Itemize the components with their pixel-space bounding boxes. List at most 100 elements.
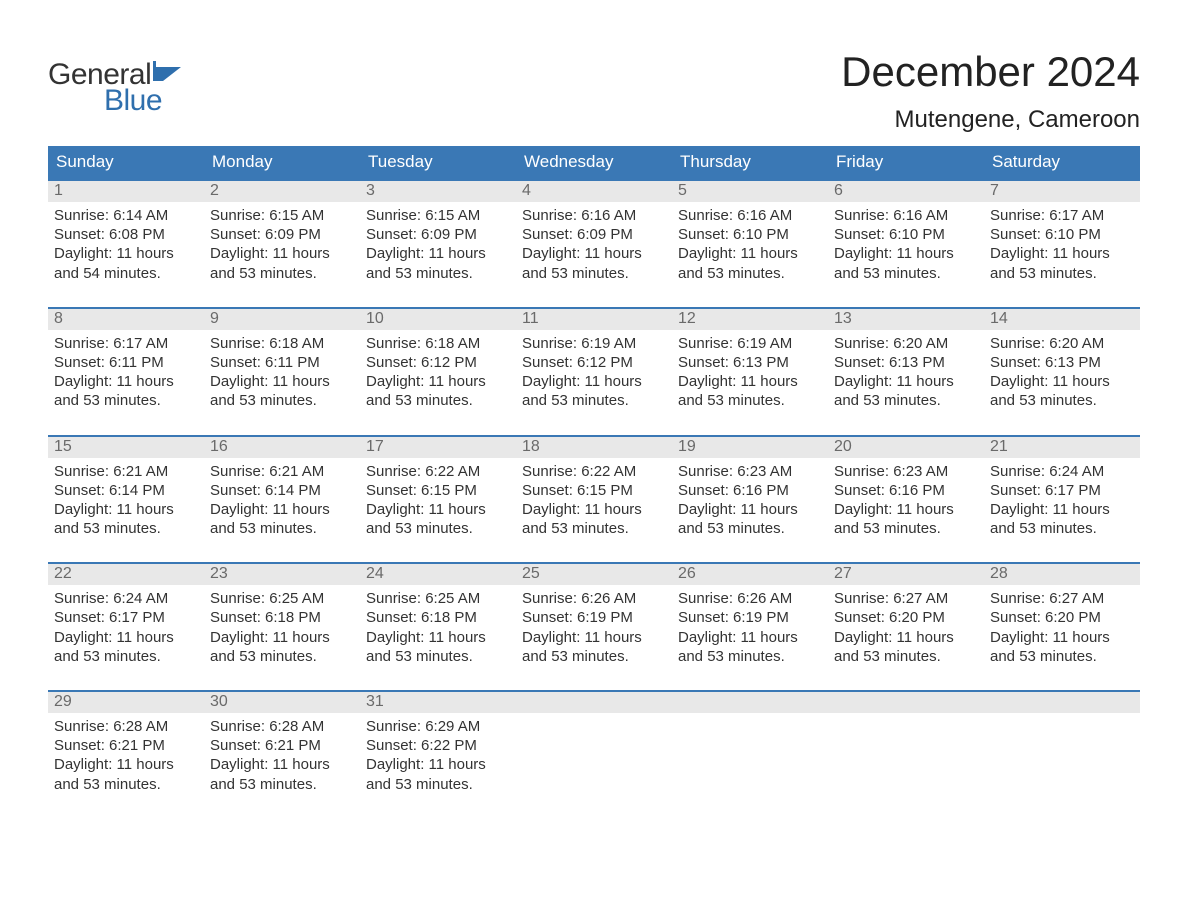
day-number: 4 <box>516 181 672 202</box>
day-number: 13 <box>828 309 984 330</box>
day-number: 17 <box>360 437 516 458</box>
day-number: 21 <box>984 437 1140 458</box>
daylight-text: and 53 minutes. <box>54 391 198 410</box>
day-number: 14 <box>984 309 1140 330</box>
sunrise-text: Sunrise: 6:29 AM <box>366 717 510 736</box>
daylight-text: Daylight: 11 hours <box>834 500 978 519</box>
week-row: 15Sunrise: 6:21 AMSunset: 6:14 PMDayligh… <box>48 435 1140 539</box>
daylight-text: and 53 minutes. <box>834 391 978 410</box>
daylight-text: Daylight: 11 hours <box>678 628 822 647</box>
daylight-text: Daylight: 11 hours <box>366 244 510 263</box>
day-body: Sunrise: 6:20 AMSunset: 6:13 PMDaylight:… <box>828 330 984 411</box>
day-number: 30 <box>204 692 360 713</box>
sunset-text: Sunset: 6:11 PM <box>54 353 198 372</box>
day-cell <box>984 692 1140 794</box>
sunset-text: Sunset: 6:11 PM <box>210 353 354 372</box>
daylight-text: Daylight: 11 hours <box>54 244 198 263</box>
day-cell: 12Sunrise: 6:19 AMSunset: 6:13 PMDayligh… <box>672 309 828 411</box>
title-block: December 2024 Mutengene, Cameroon <box>841 30 1140 134</box>
day-cell: 26Sunrise: 6:26 AMSunset: 6:19 PMDayligh… <box>672 564 828 666</box>
header: General Blue December 2024 Mutengene, Ca… <box>48 30 1140 134</box>
sunset-text: Sunset: 6:17 PM <box>54 608 198 627</box>
day-body: Sunrise: 6:15 AMSunset: 6:09 PMDaylight:… <box>204 202 360 283</box>
weekday-sunday: Sunday <box>48 146 204 179</box>
weekday-header-row: SundayMondayTuesdayWednesdayThursdayFrid… <box>48 146 1140 179</box>
daylight-text: and 53 minutes. <box>54 647 198 666</box>
location: Mutengene, Cameroon <box>841 106 1140 134</box>
sunrise-text: Sunrise: 6:27 AM <box>834 589 978 608</box>
day-body: Sunrise: 6:22 AMSunset: 6:15 PMDaylight:… <box>516 458 672 539</box>
sunset-text: Sunset: 6:13 PM <box>834 353 978 372</box>
month-title: December 2024 <box>841 48 1140 96</box>
day-number-empty <box>828 692 984 713</box>
sunset-text: Sunset: 6:13 PM <box>678 353 822 372</box>
day-number-empty <box>516 692 672 713</box>
daylight-text: and 53 minutes. <box>210 647 354 666</box>
day-cell: 14Sunrise: 6:20 AMSunset: 6:13 PMDayligh… <box>984 309 1140 411</box>
daylight-text: and 53 minutes. <box>210 264 354 283</box>
day-cell <box>828 692 984 794</box>
day-cell: 6Sunrise: 6:16 AMSunset: 6:10 PMDaylight… <box>828 181 984 283</box>
sunset-text: Sunset: 6:10 PM <box>990 225 1134 244</box>
daylight-text: Daylight: 11 hours <box>54 500 198 519</box>
daylight-text: and 53 minutes. <box>522 264 666 283</box>
day-body: Sunrise: 6:29 AMSunset: 6:22 PMDaylight:… <box>360 713 516 794</box>
day-cell: 28Sunrise: 6:27 AMSunset: 6:20 PMDayligh… <box>984 564 1140 666</box>
daylight-text: Daylight: 11 hours <box>990 628 1134 647</box>
day-body: Sunrise: 6:28 AMSunset: 6:21 PMDaylight:… <box>48 713 204 794</box>
daylight-text: Daylight: 11 hours <box>522 500 666 519</box>
sunrise-text: Sunrise: 6:20 AM <box>990 334 1134 353</box>
daylight-text: and 53 minutes. <box>210 775 354 794</box>
day-number: 7 <box>984 181 1140 202</box>
sunrise-text: Sunrise: 6:24 AM <box>54 589 198 608</box>
day-cell: 8Sunrise: 6:17 AMSunset: 6:11 PMDaylight… <box>48 309 204 411</box>
sunset-text: Sunset: 6:10 PM <box>678 225 822 244</box>
week-row: 29Sunrise: 6:28 AMSunset: 6:21 PMDayligh… <box>48 690 1140 794</box>
day-number: 24 <box>360 564 516 585</box>
day-body: Sunrise: 6:27 AMSunset: 6:20 PMDaylight:… <box>828 585 984 666</box>
sunset-text: Sunset: 6:14 PM <box>210 481 354 500</box>
daylight-text: and 53 minutes. <box>210 519 354 538</box>
sunset-text: Sunset: 6:12 PM <box>366 353 510 372</box>
sunrise-text: Sunrise: 6:26 AM <box>678 589 822 608</box>
sunrise-text: Sunrise: 6:17 AM <box>990 206 1134 225</box>
sunrise-text: Sunrise: 6:18 AM <box>210 334 354 353</box>
sunset-text: Sunset: 6:21 PM <box>54 736 198 755</box>
daylight-text: Daylight: 11 hours <box>990 244 1134 263</box>
day-number-empty <box>984 692 1140 713</box>
day-cell: 4Sunrise: 6:16 AMSunset: 6:09 PMDaylight… <box>516 181 672 283</box>
day-cell: 11Sunrise: 6:19 AMSunset: 6:12 PMDayligh… <box>516 309 672 411</box>
calendar: SundayMondayTuesdayWednesdayThursdayFrid… <box>48 146 1140 794</box>
sunrise-text: Sunrise: 6:28 AM <box>210 717 354 736</box>
day-number: 16 <box>204 437 360 458</box>
sunrise-text: Sunrise: 6:22 AM <box>366 462 510 481</box>
daylight-text: Daylight: 11 hours <box>366 500 510 519</box>
weekday-friday: Friday <box>828 146 984 179</box>
daylight-text: Daylight: 11 hours <box>834 372 978 391</box>
day-body: Sunrise: 6:25 AMSunset: 6:18 PMDaylight:… <box>204 585 360 666</box>
daylight-text: and 53 minutes. <box>834 647 978 666</box>
daylight-text: Daylight: 11 hours <box>366 628 510 647</box>
day-cell: 5Sunrise: 6:16 AMSunset: 6:10 PMDaylight… <box>672 181 828 283</box>
sunrise-text: Sunrise: 6:25 AM <box>210 589 354 608</box>
day-cell: 2Sunrise: 6:15 AMSunset: 6:09 PMDaylight… <box>204 181 360 283</box>
day-cell: 10Sunrise: 6:18 AMSunset: 6:12 PMDayligh… <box>360 309 516 411</box>
sunrise-text: Sunrise: 6:14 AM <box>54 206 198 225</box>
sunrise-text: Sunrise: 6:18 AM <box>366 334 510 353</box>
daylight-text: and 53 minutes. <box>522 391 666 410</box>
daylight-text: Daylight: 11 hours <box>54 755 198 774</box>
daylight-text: and 53 minutes. <box>990 264 1134 283</box>
sunset-text: Sunset: 6:20 PM <box>834 608 978 627</box>
day-number: 22 <box>48 564 204 585</box>
daylight-text: and 53 minutes. <box>834 264 978 283</box>
daylight-text: and 53 minutes. <box>678 647 822 666</box>
daylight-text: Daylight: 11 hours <box>54 628 198 647</box>
day-number: 28 <box>984 564 1140 585</box>
sunrise-text: Sunrise: 6:23 AM <box>678 462 822 481</box>
day-number: 1 <box>48 181 204 202</box>
daylight-text: Daylight: 11 hours <box>210 244 354 263</box>
day-cell: 1Sunrise: 6:14 AMSunset: 6:08 PMDaylight… <box>48 181 204 283</box>
daylight-text: and 53 minutes. <box>678 519 822 538</box>
day-body: Sunrise: 6:16 AMSunset: 6:09 PMDaylight:… <box>516 202 672 283</box>
day-body: Sunrise: 6:17 AMSunset: 6:10 PMDaylight:… <box>984 202 1140 283</box>
